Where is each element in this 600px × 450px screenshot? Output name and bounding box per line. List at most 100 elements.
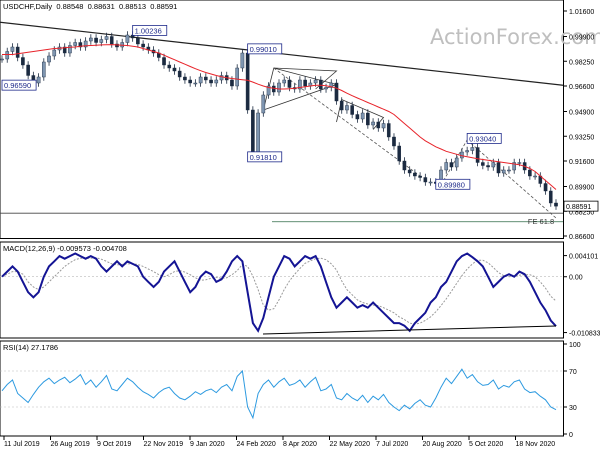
- price-y-tick-label: 0.86600: [569, 234, 594, 241]
- candle-body: [517, 162, 522, 164]
- x-tick-label: 24 Feb 2020: [237, 441, 276, 448]
- candle-body: [21, 57, 25, 66]
- x-tick-label: 22 May 2020: [330, 441, 371, 448]
- candle-body: [271, 85, 276, 93]
- price-annotation-box: [247, 151, 283, 163]
- macd-panel-frame: [0, 241, 564, 339]
- candle-body: [78, 42, 83, 48]
- candle-body: [15, 46, 20, 58]
- price-y-tick-label: 0.88250: [569, 209, 594, 216]
- candle-body: [219, 75, 224, 81]
- candle-body: [548, 190, 553, 204]
- price-header: USDCHF,Daily 0.88548 0.88631 0.88513 0.8…: [3, 2, 177, 11]
- candle-body: [62, 46, 67, 54]
- price-y-tick-label: 0.98250: [569, 59, 594, 66]
- candle-body: [266, 85, 271, 96]
- price-y-tick-label: 0.89900: [569, 185, 594, 192]
- candle-body: [418, 175, 422, 178]
- candle-body: [104, 36, 109, 40]
- candle-body: [141, 43, 145, 48]
- candle-body: [554, 202, 558, 207]
- price-annotation-box: [435, 178, 471, 190]
- candle-body: [381, 123, 386, 129]
- candle-body: [136, 37, 140, 45]
- candle-body: [172, 67, 177, 72]
- candle-body: [167, 64, 172, 69]
- candle-body: [397, 145, 402, 162]
- candle-body: [193, 82, 198, 85]
- candle-body: [319, 79, 323, 90]
- candle-body: [198, 76, 203, 84]
- macd-title: MACD(12,26,9): [3, 244, 56, 253]
- candle-body: [209, 79, 213, 84]
- ohlc-close: 0.88591: [150, 2, 178, 11]
- macd-signal-value: -0.004708: [93, 244, 127, 253]
- x-tick-label: 11 Jul 2019: [4, 441, 40, 448]
- candle-body: [371, 121, 375, 126]
- candle-body: [423, 177, 428, 183]
- rsi-y-axis: 100 70 30 0: [563, 342, 581, 439]
- candle-body: [543, 183, 548, 192]
- candle-body: [528, 169, 532, 177]
- candle-body: [109, 36, 114, 45]
- candle-body: [230, 79, 234, 87]
- rsi-value: 27.1786: [30, 343, 59, 352]
- x-tick-label: 9 Oct 2019: [97, 441, 131, 448]
- rsi-panel-frame: [0, 340, 564, 437]
- candle-body: [465, 150, 469, 153]
- macd-y-tick-label: 0.004101: [569, 254, 598, 261]
- candle-body: [386, 123, 391, 138]
- rsi-y-tick-label: 30: [569, 405, 577, 412]
- projection-dashed-2: [440, 139, 468, 186]
- ohlc-high: 0.88631: [87, 2, 115, 11]
- candle-body: [366, 112, 370, 126]
- candle-body: [486, 165, 490, 168]
- candle-body: [99, 39, 104, 43]
- price-annotation-box: [466, 132, 502, 144]
- x-tick-label: 9 Jan 2020: [190, 441, 225, 448]
- candle-body: [392, 136, 396, 147]
- candle-body: [376, 121, 381, 129]
- candle-body: [533, 175, 537, 178]
- macd-y-tick-label: 0.00: [569, 275, 583, 282]
- candle-body: [188, 79, 192, 84]
- candle-body: [245, 52, 250, 111]
- price-annotation-label: 0.99010: [250, 45, 277, 54]
- candle-body: [507, 169, 511, 172]
- price-annotation-label: 0.91810: [250, 153, 277, 162]
- candle-body: [287, 79, 292, 88]
- macd-y-axis: 0.004101 0.00 -0.010833: [563, 254, 600, 338]
- candle-body: [52, 49, 57, 57]
- x-tick-label: 18 Nov 2020: [516, 441, 556, 448]
- candle-body: [512, 162, 516, 171]
- candle-body: [329, 82, 334, 88]
- candle-body: [42, 61, 46, 78]
- candle-body: [454, 157, 459, 168]
- price-y-axis: 1.01600 0.99900 0.98250 0.96600 0.94900 0.932…: [563, 9, 599, 241]
- ohlc-open: 0.88548: [56, 2, 84, 11]
- price-y-tick-label: 0.94900: [569, 110, 594, 117]
- macd-header: MACD(12,26,9) -0.009573 -0.004708: [3, 244, 127, 253]
- candle-body: [339, 100, 344, 111]
- price-title: USDCHF,Daily: [3, 2, 53, 11]
- price-annotations: 1.00236 0.96590 0.99010 0.91810 0.89980 0.930…: [1, 24, 554, 226]
- candle-body: [444, 162, 449, 171]
- candle-body: [183, 76, 187, 81]
- candle-body: [26, 64, 30, 76]
- x-tick-label: 5 Oct 2020: [469, 441, 503, 448]
- price-annotation-label: 0.89980: [438, 180, 465, 189]
- candle-body: [47, 55, 51, 63]
- candle-body: [89, 37, 93, 42]
- x-axis: 11 Jul 2019 26 Aug 2019 9 Oct 2019 22 Nov 2…: [3, 436, 556, 448]
- candle-body: [470, 147, 475, 151]
- candle-body: [277, 82, 281, 93]
- price-candles: [0, 31, 558, 210]
- price-annotation-label: 1.00236: [135, 26, 162, 35]
- candle-body: [251, 109, 255, 156]
- candle-body: [73, 42, 77, 46]
- candle-body: [501, 169, 506, 174]
- price-y-tick-label: 0.99900: [569, 35, 594, 42]
- candle-body: [204, 76, 208, 81]
- candle-body: [449, 162, 454, 168]
- x-tick-label: 20 Aug 2020: [423, 441, 462, 448]
